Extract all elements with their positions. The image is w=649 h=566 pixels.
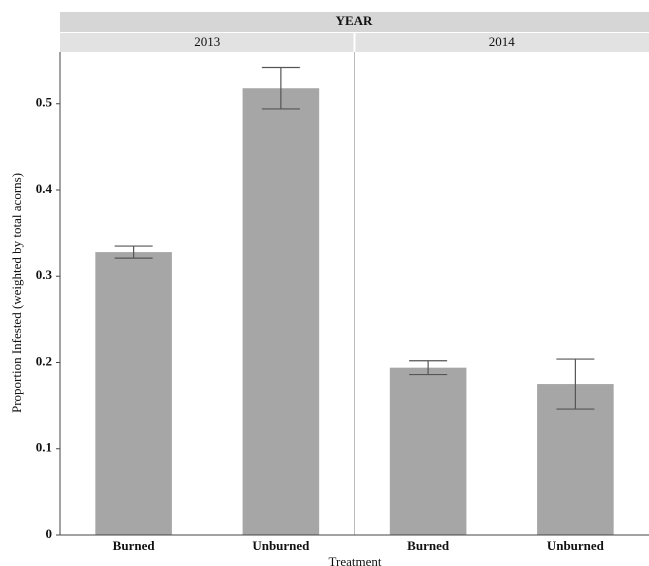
bar	[242, 88, 320, 535]
x-tick-label: Burned	[407, 538, 450, 553]
panel-header	[355, 33, 649, 52]
bar	[95, 252, 172, 535]
panel-title: 2014	[489, 34, 516, 49]
y-tick-label: 0	[46, 526, 53, 541]
x-axis-label: Treatment	[329, 554, 382, 566]
y-tick-label: 0.5	[36, 95, 53, 110]
facet-title: YEAR	[336, 13, 373, 28]
y-tick-label: 0.4	[36, 181, 53, 196]
error-bar	[409, 360, 448, 376]
bar	[389, 367, 467, 535]
error-bar	[114, 245, 153, 259]
error-bar	[556, 358, 595, 410]
y-tick-label: 0.1	[36, 440, 52, 455]
x-tick-label: Unburned	[252, 538, 310, 553]
x-tick-label: Burned	[113, 538, 156, 553]
y-tick-label: 0.3	[36, 267, 53, 282]
y-tick-label: 0.2	[36, 353, 52, 368]
error-bar	[261, 66, 300, 110]
panel-title: 2013	[194, 34, 220, 49]
panel-header	[60, 33, 354, 52]
facet-header	[60, 12, 649, 32]
x-tick-label: Unburned	[547, 538, 605, 553]
y-axis-label: Proportion Infested (weighted by total a…	[9, 173, 24, 413]
